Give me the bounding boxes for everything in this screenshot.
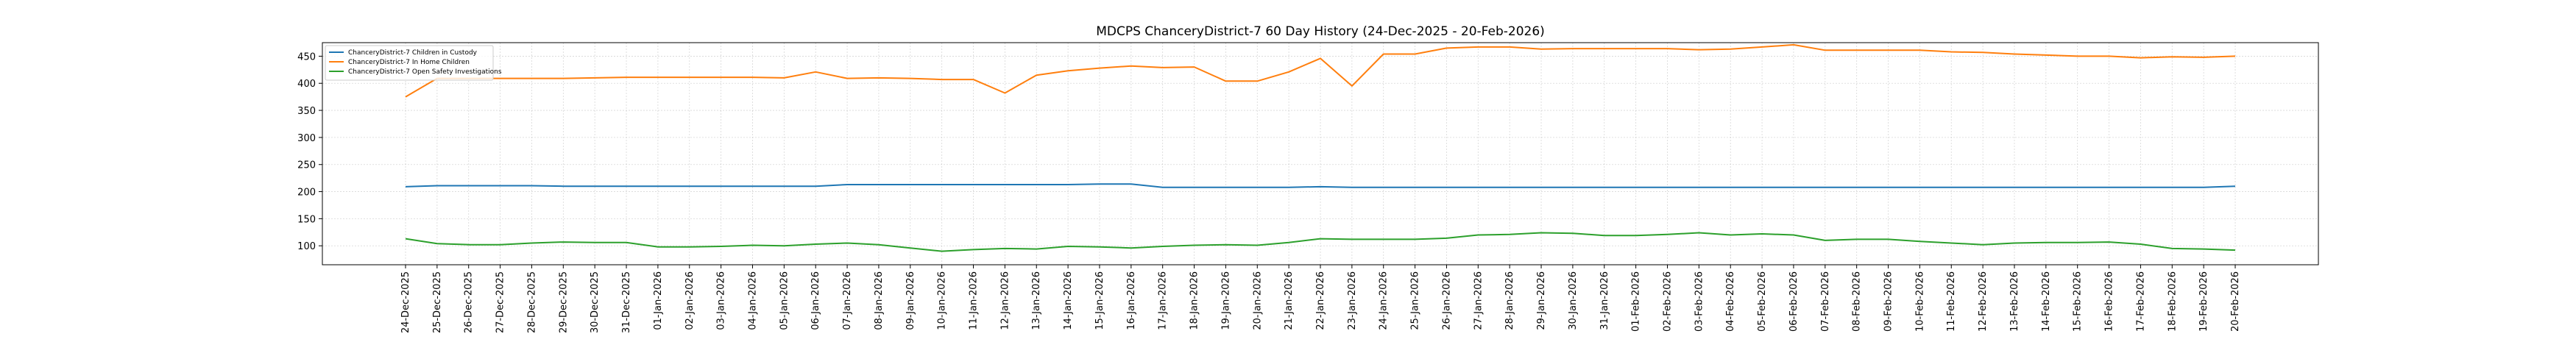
x-tick-label: 11-Jan-2026 [969, 271, 980, 330]
x-tick-label: 18-Feb-2026 [2167, 271, 2178, 332]
series-lines [405, 43, 2236, 252]
x-tick-label: 06-Jan-2026 [810, 271, 821, 330]
x-tick-label: 09-Jan-2026 [905, 271, 916, 330]
legend: ChanceryDistrict-7 Children in Custody Ch… [325, 45, 502, 81]
y-tick-label: 300 [297, 133, 316, 144]
y-tick-label: 100 [297, 241, 316, 252]
x-tick-label: 24-Jan-2026 [1379, 271, 1390, 330]
x-tick-label: 31-Jan-2026 [1599, 271, 1610, 330]
x-tick-label: 27-Jan-2026 [1473, 271, 1484, 330]
x-tick-label: 12-Jan-2026 [999, 271, 1011, 330]
x-tick-label: 17-Feb-2026 [2135, 271, 2146, 332]
x-tick-label: 18-Jan-2026 [1189, 271, 1200, 330]
x-tick-label: 22-Jan-2026 [1315, 271, 1326, 330]
x-tick-label: 30-Dec-2025 [590, 271, 601, 333]
x-tick-label: 19-Jan-2026 [1220, 271, 1231, 330]
legend-entry: ChanceryDistrict-7 Open Safety Investiga… [348, 68, 502, 76]
x-tick-label: 15-Jan-2026 [1094, 271, 1105, 330]
x-tick-label: 13-Jan-2026 [1031, 271, 1042, 330]
x-tick-label: 08-Feb-2026 [1852, 271, 1863, 332]
series-line-2 [405, 232, 2236, 252]
legend-box [325, 45, 494, 81]
series-line-0 [405, 183, 2236, 188]
x-tick-label: 06-Feb-2026 [1788, 271, 1800, 332]
legend-entry: ChanceryDistrict-7 In Home Children [348, 59, 470, 66]
x-tick-label: 27-Dec-2025 [495, 271, 506, 333]
x-tick-label: 17-Jan-2026 [1158, 271, 1169, 330]
x-tick-label: 10-Jan-2026 [937, 271, 948, 330]
x-tick-label: 20-Feb-2026 [2230, 271, 2241, 332]
x-tick-label: 20-Jan-2026 [1252, 271, 1263, 330]
x-tick-label: 28-Jan-2026 [1504, 271, 1515, 330]
x-tick-label: 16-Jan-2026 [1126, 271, 1137, 330]
x-tick-label: 26-Dec-2025 [464, 271, 475, 333]
x-tick-label: 01-Jan-2026 [653, 271, 664, 330]
x-tick-label: 29-Dec-2025 [558, 271, 569, 333]
y-tick-label: 150 [297, 214, 316, 225]
x-tick-label: 26-Jan-2026 [1441, 271, 1452, 330]
x-tick-label: 04-Jan-2026 [747, 271, 758, 330]
x-tick-label: 29-Jan-2026 [1536, 271, 1547, 330]
y-tick-label: 450 [297, 51, 316, 63]
x-tick-label: 03-Feb-2026 [1694, 271, 1705, 332]
x-tick-label: 07-Feb-2026 [1820, 271, 1831, 332]
chart-title: MDCPS ChanceryDistrict-7 60 Day History … [1096, 24, 1545, 39]
x-tick-label: 19-Feb-2026 [2198, 271, 2209, 332]
x-tick-label: 14-Feb-2026 [2041, 271, 2052, 332]
x-tick-label: 05-Feb-2026 [1757, 271, 1768, 332]
x-tick-label: 24-Dec-2025 [400, 271, 411, 333]
x-tick-label: 14-Jan-2026 [1063, 271, 1074, 330]
x-tick-label: 11-Feb-2026 [1946, 271, 1957, 332]
x-tick-label: 09-Feb-2026 [1883, 271, 1894, 332]
y-tick-label: 200 [297, 188, 316, 199]
x-tick-label: 08-Jan-2026 [874, 271, 885, 330]
y-tick-label: 350 [297, 106, 316, 117]
series-line-1 [405, 43, 2236, 98]
x-tick-label: 28-Dec-2025 [526, 271, 537, 333]
x-tick-label: 25-Jan-2026 [1410, 271, 1421, 330]
axes: 100 150 200 250 300 350 400 450 24-Dec-2025 25-De… [297, 51, 2241, 333]
x-tick-label: 04-Feb-2026 [1725, 271, 1736, 332]
x-tick-label: 16-Feb-2026 [2104, 271, 2115, 332]
x-tick-label: 31-Dec-2025 [621, 271, 632, 333]
grid [322, 43, 2318, 265]
x-tick-label: 21-Jan-2026 [1284, 271, 1295, 330]
legend-entry: ChanceryDistrict-7 Children in Custody [348, 49, 478, 57]
x-tick-label: 12-Feb-2026 [1978, 271, 1989, 332]
x-tick-label: 07-Jan-2026 [842, 271, 853, 330]
x-tick-label: 01-Feb-2026 [1631, 271, 1642, 332]
x-tick-label: 02-Feb-2026 [1662, 271, 1673, 332]
x-tick-label: 13-Feb-2026 [2009, 271, 2020, 332]
x-tick-label: 30-Jan-2026 [1568, 271, 1579, 330]
x-tick-label: 10-Feb-2026 [1914, 271, 1925, 332]
y-tick-label: 250 [297, 160, 316, 171]
x-tick-label: 05-Jan-2026 [779, 271, 790, 330]
x-tick-label: 03-Jan-2026 [716, 271, 727, 330]
plot-area [322, 43, 2318, 265]
x-tick-label: 15-Feb-2026 [2073, 271, 2084, 332]
x-tick-label: 23-Jan-2026 [1347, 271, 1358, 330]
y-tick-label: 400 [297, 79, 316, 90]
x-tick-label: 02-Jan-2026 [684, 271, 696, 330]
x-tick-label: 25-Dec-2025 [432, 271, 443, 333]
